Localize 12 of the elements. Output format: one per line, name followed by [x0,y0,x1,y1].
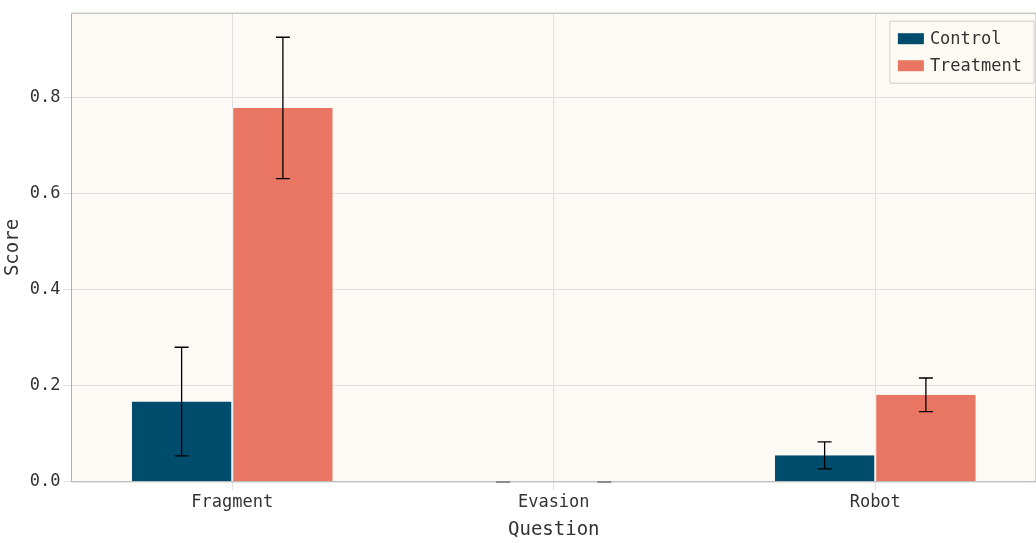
y-tick-label: 0.8 [29,85,61,106]
y-axis-title: Score [0,218,23,277]
y-tick-label: 0.2 [29,374,61,395]
y-tick-label: 0.0 [29,470,61,491]
x-tick-label: Fragment [191,491,274,512]
x-tick-label: Robot [849,491,901,512]
legend-label: Control [929,27,1002,48]
x-tick-label: Evasion [517,491,590,512]
legend-label: Treatment [929,54,1023,75]
y-tick-label: 0.4 [29,277,61,298]
y-tick-label: 0.6 [29,181,61,202]
x-axis-title: Question [507,516,600,539]
